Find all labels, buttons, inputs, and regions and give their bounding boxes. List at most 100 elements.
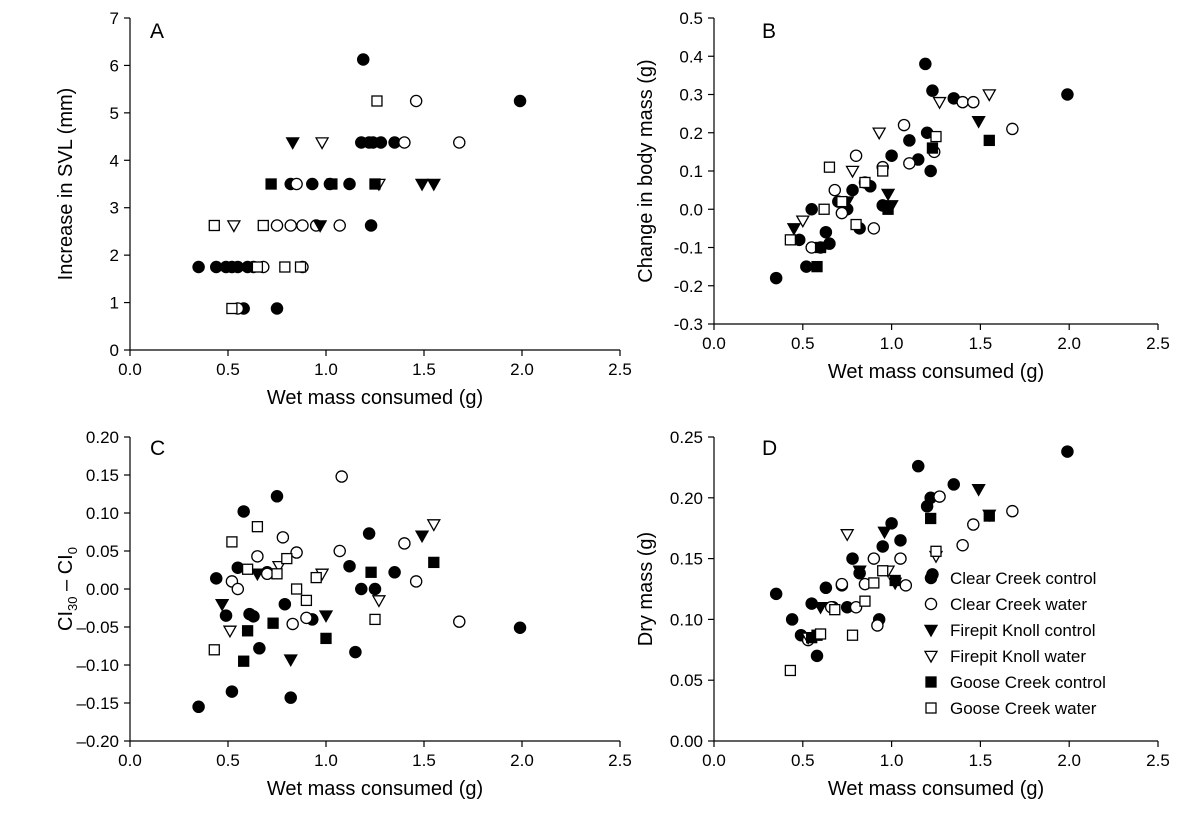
data-point bbox=[967, 518, 980, 531]
data-point bbox=[300, 611, 313, 625]
x-tick-label: 0.5 bbox=[216, 751, 240, 770]
data-point bbox=[219, 609, 233, 622]
data-point bbox=[819, 225, 833, 239]
y-tick-label: 1 bbox=[110, 294, 119, 313]
y-tick-label: 0.4 bbox=[679, 47, 703, 66]
y-axis-title-part: – CI bbox=[55, 554, 77, 596]
data-point bbox=[983, 134, 995, 147]
y-tick-label: 0.15 bbox=[670, 550, 703, 569]
panel-letter: D bbox=[762, 437, 777, 460]
legend-label: Clear Creek control bbox=[950, 569, 1096, 588]
data-point bbox=[276, 531, 290, 544]
data-point bbox=[281, 552, 293, 565]
legend-marker bbox=[925, 676, 937, 688]
data-point bbox=[294, 261, 307, 273]
data-point bbox=[867, 552, 881, 565]
data-point bbox=[409, 94, 423, 108]
y-axis-title-part: 0 bbox=[65, 547, 80, 554]
data-point bbox=[349, 645, 362, 659]
data-point bbox=[1061, 445, 1074, 458]
y-tick-label: 0.20 bbox=[86, 428, 119, 447]
data-point bbox=[852, 565, 867, 579]
x-tick-label: 2.0 bbox=[1057, 334, 1081, 353]
data-point bbox=[371, 595, 387, 608]
x-tick-label: 1.0 bbox=[880, 334, 904, 353]
x-tick-label: 0.0 bbox=[118, 360, 142, 379]
data-point bbox=[208, 644, 220, 656]
data-point bbox=[428, 556, 440, 569]
y-tick-label: 0.20 bbox=[670, 489, 703, 508]
x-tick-label: 1.0 bbox=[314, 360, 338, 379]
data-point bbox=[871, 619, 884, 632]
data-point bbox=[310, 571, 322, 584]
y-tick-label: –0.10 bbox=[76, 656, 119, 675]
data-point bbox=[226, 536, 238, 548]
data-point bbox=[846, 183, 859, 197]
x-tick-label: 0.0 bbox=[702, 334, 726, 353]
data-point bbox=[1006, 122, 1019, 136]
data-point bbox=[279, 261, 291, 273]
y-tick-label: -0.3 bbox=[674, 315, 703, 334]
data-point bbox=[1061, 88, 1074, 101]
data-point bbox=[868, 577, 880, 589]
data-point bbox=[899, 579, 913, 592]
y-axis-title: Increase in SVL (mm) bbox=[55, 88, 77, 281]
data-point bbox=[947, 478, 961, 491]
data-point bbox=[814, 628, 827, 640]
x-tick-label: 2.5 bbox=[608, 360, 632, 379]
data-point bbox=[859, 595, 871, 607]
data-point bbox=[926, 84, 939, 97]
data-point bbox=[251, 550, 264, 563]
data-point bbox=[368, 582, 382, 596]
y-tick-label: 0.3 bbox=[679, 86, 703, 105]
y-tick-label: 0.10 bbox=[670, 610, 703, 629]
data-point bbox=[426, 519, 441, 532]
data-point bbox=[877, 165, 889, 177]
data-point bbox=[271, 568, 283, 580]
data-point bbox=[894, 534, 907, 547]
data-point bbox=[247, 610, 260, 623]
data-point bbox=[222, 625, 238, 639]
y-tick-label: 0.00 bbox=[86, 580, 119, 599]
y-tick-label: 6 bbox=[110, 56, 119, 75]
legend: Clear Creek control Clear Creek water Fire… bbox=[923, 569, 1106, 718]
legend-label: Firepit Knoll water bbox=[950, 647, 1086, 666]
data-point bbox=[786, 223, 802, 236]
data-point bbox=[835, 206, 849, 220]
data-point bbox=[414, 178, 430, 192]
data-point bbox=[919, 57, 932, 71]
data-point bbox=[371, 95, 383, 107]
legend-marker bbox=[924, 597, 938, 611]
data-point bbox=[513, 94, 527, 108]
y-tick-label: –0.15 bbox=[76, 694, 119, 713]
data-point bbox=[355, 582, 368, 596]
data-point bbox=[932, 96, 947, 110]
y-tick-label: 0.1 bbox=[679, 162, 703, 181]
data-point bbox=[513, 621, 527, 635]
data-point bbox=[265, 178, 277, 190]
y-tick-label: 7 bbox=[110, 9, 119, 28]
panel-letter: C bbox=[150, 437, 165, 460]
data-point bbox=[270, 490, 284, 503]
data-point bbox=[374, 136, 388, 149]
data-point bbox=[982, 89, 997, 102]
x-tick-label: 1.5 bbox=[969, 334, 993, 353]
data-point bbox=[769, 587, 783, 601]
data-point bbox=[836, 195, 848, 208]
legend-label: Goose Creek water bbox=[950, 699, 1097, 718]
panel-b: 0.0 0.5 1.0 1.5 2.0 2.5 -0.3 -0.2 -0.1 0.0 0.1 0.2 0… bbox=[635, 9, 1170, 383]
y-tick-label: 2 bbox=[110, 246, 119, 265]
data-point bbox=[409, 575, 423, 588]
data-point bbox=[284, 219, 297, 232]
data-point bbox=[880, 188, 896, 202]
data-point bbox=[208, 219, 220, 232]
data-point bbox=[251, 521, 264, 533]
x-tick-label: 0.0 bbox=[118, 751, 142, 770]
data-point bbox=[318, 610, 334, 623]
data-point bbox=[810, 649, 824, 663]
data-point bbox=[924, 164, 937, 178]
data-point bbox=[877, 526, 892, 540]
y-axis-title-part: 30 bbox=[65, 597, 80, 611]
data-point bbox=[226, 302, 238, 315]
x-axis-title: Wet mass consumed (g) bbox=[267, 778, 483, 800]
